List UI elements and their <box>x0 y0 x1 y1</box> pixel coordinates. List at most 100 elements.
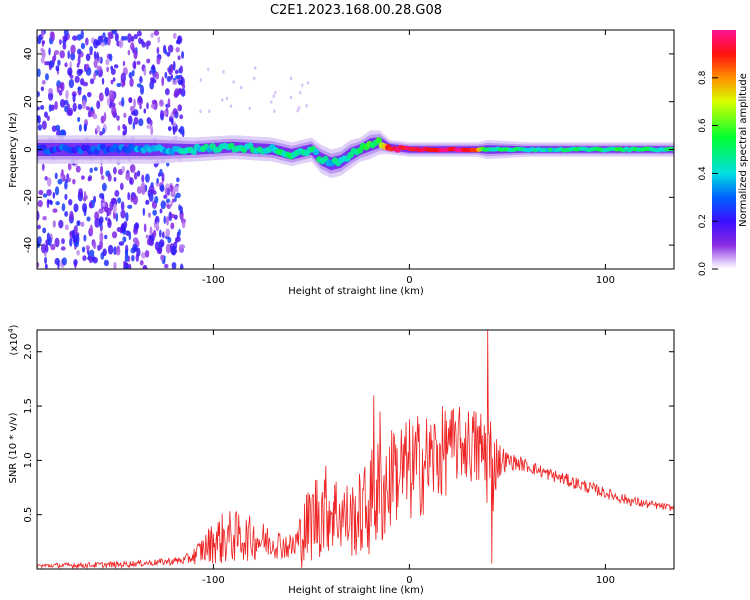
noise-blob <box>119 182 124 191</box>
noise-blob <box>83 196 87 202</box>
ridge-blob <box>312 148 320 156</box>
noise-blob <box>172 60 176 71</box>
noise-blob <box>41 40 46 45</box>
noise-blob <box>178 204 181 211</box>
noise-blob <box>44 263 48 269</box>
noise-blob <box>89 249 95 257</box>
noise-blob <box>177 104 183 112</box>
noise-blob <box>115 212 119 222</box>
noise-blob <box>123 35 128 41</box>
noise-blob <box>74 241 79 248</box>
noise-blob <box>166 198 171 203</box>
noise-blob <box>66 109 73 116</box>
noise-blob <box>160 254 165 261</box>
noise-blob <box>143 67 147 76</box>
noise-blob <box>113 261 117 269</box>
noise-blob <box>171 198 175 203</box>
noise-blob <box>102 32 106 39</box>
noise-blob <box>70 52 76 61</box>
noise-blob <box>75 165 81 173</box>
noise-blob <box>78 69 84 74</box>
noise-blob <box>59 82 64 90</box>
noise-blob <box>175 185 179 193</box>
noise-blob <box>99 232 104 242</box>
noise-blob <box>125 230 131 236</box>
noise-blob <box>112 77 116 82</box>
noise-blob <box>132 194 138 205</box>
noise-blob <box>114 32 119 42</box>
noise-blob <box>80 221 85 227</box>
noise-blob <box>113 203 117 214</box>
noise-blob <box>159 208 163 214</box>
noise-blob <box>149 80 155 90</box>
noise-blob <box>154 241 160 251</box>
noise-blob <box>166 51 171 57</box>
noise-blob <box>179 114 184 120</box>
spectrogram-content <box>37 30 674 269</box>
noise-blob <box>143 108 147 114</box>
noise-blob <box>58 219 64 229</box>
noise-blob <box>81 175 85 180</box>
noise-blob <box>148 212 151 218</box>
noise-blob <box>177 80 183 86</box>
noise-blob <box>89 224 93 235</box>
noise-blob <box>133 49 138 60</box>
noise-blob <box>44 256 48 264</box>
noise-blob <box>93 71 96 81</box>
colorbar-tick-label: 0.2 <box>698 214 708 228</box>
noise-blob <box>156 177 159 184</box>
noise-blob <box>139 76 143 84</box>
noise-blob <box>99 239 103 250</box>
y-tick-label: -40 <box>23 237 34 253</box>
y-tick-label: 20 <box>23 95 34 108</box>
snr-panel: -100 0 100 0.5 1.0 1.5 2.0 Height of straight… <box>7 324 675 596</box>
snr-frame <box>36 329 675 570</box>
noise-blob <box>121 165 125 173</box>
noise-blob <box>93 39 99 49</box>
noise-blob <box>77 86 82 91</box>
noise-blob <box>61 257 67 266</box>
colorbar-gradient <box>712 30 736 269</box>
noise-blob <box>52 220 56 228</box>
noise-blob <box>164 49 167 55</box>
noise-blob <box>76 48 82 55</box>
noise-blob <box>57 59 61 66</box>
noise-blob <box>80 30 84 40</box>
noise-blob <box>120 72 127 83</box>
noise-blob <box>270 100 273 104</box>
noise-blob <box>175 192 181 199</box>
noise-blob <box>161 172 165 183</box>
colorbar-tick-label: 0.0 <box>698 262 708 277</box>
noise-blob <box>113 64 119 69</box>
noise-blob <box>133 98 136 109</box>
x-tick-label: 100 <box>596 575 615 586</box>
noise-blob <box>130 42 135 51</box>
snr-series-line <box>37 330 674 569</box>
noise-blob <box>60 246 66 251</box>
noise-blob <box>88 201 93 209</box>
noise-blob <box>252 76 256 81</box>
noise-blob <box>171 245 177 256</box>
noise-blob <box>44 73 49 81</box>
noise-blob <box>67 67 73 76</box>
noise-blob <box>106 97 110 106</box>
noise-blob <box>289 76 293 81</box>
noise-blob <box>149 184 155 194</box>
noise-blob <box>92 241 97 250</box>
noise-blob <box>145 199 150 205</box>
noise-blob <box>116 227 122 233</box>
noise-blob <box>61 203 66 212</box>
spectrogram-y-ticks: -40 -20 0 20 40 <box>23 48 674 253</box>
noise-blob <box>136 60 141 65</box>
noise-blob <box>54 257 60 266</box>
figure-title: C2E1.2023.168.00.28.G08 <box>270 3 442 18</box>
noise-blob <box>175 74 181 80</box>
noise-blob <box>154 196 159 204</box>
noise-blob <box>103 111 107 122</box>
noise-blob <box>73 225 78 234</box>
noise-blob <box>167 237 172 244</box>
noise-blob <box>67 162 72 171</box>
noise-blob <box>163 263 169 269</box>
noise-blob <box>37 236 42 245</box>
